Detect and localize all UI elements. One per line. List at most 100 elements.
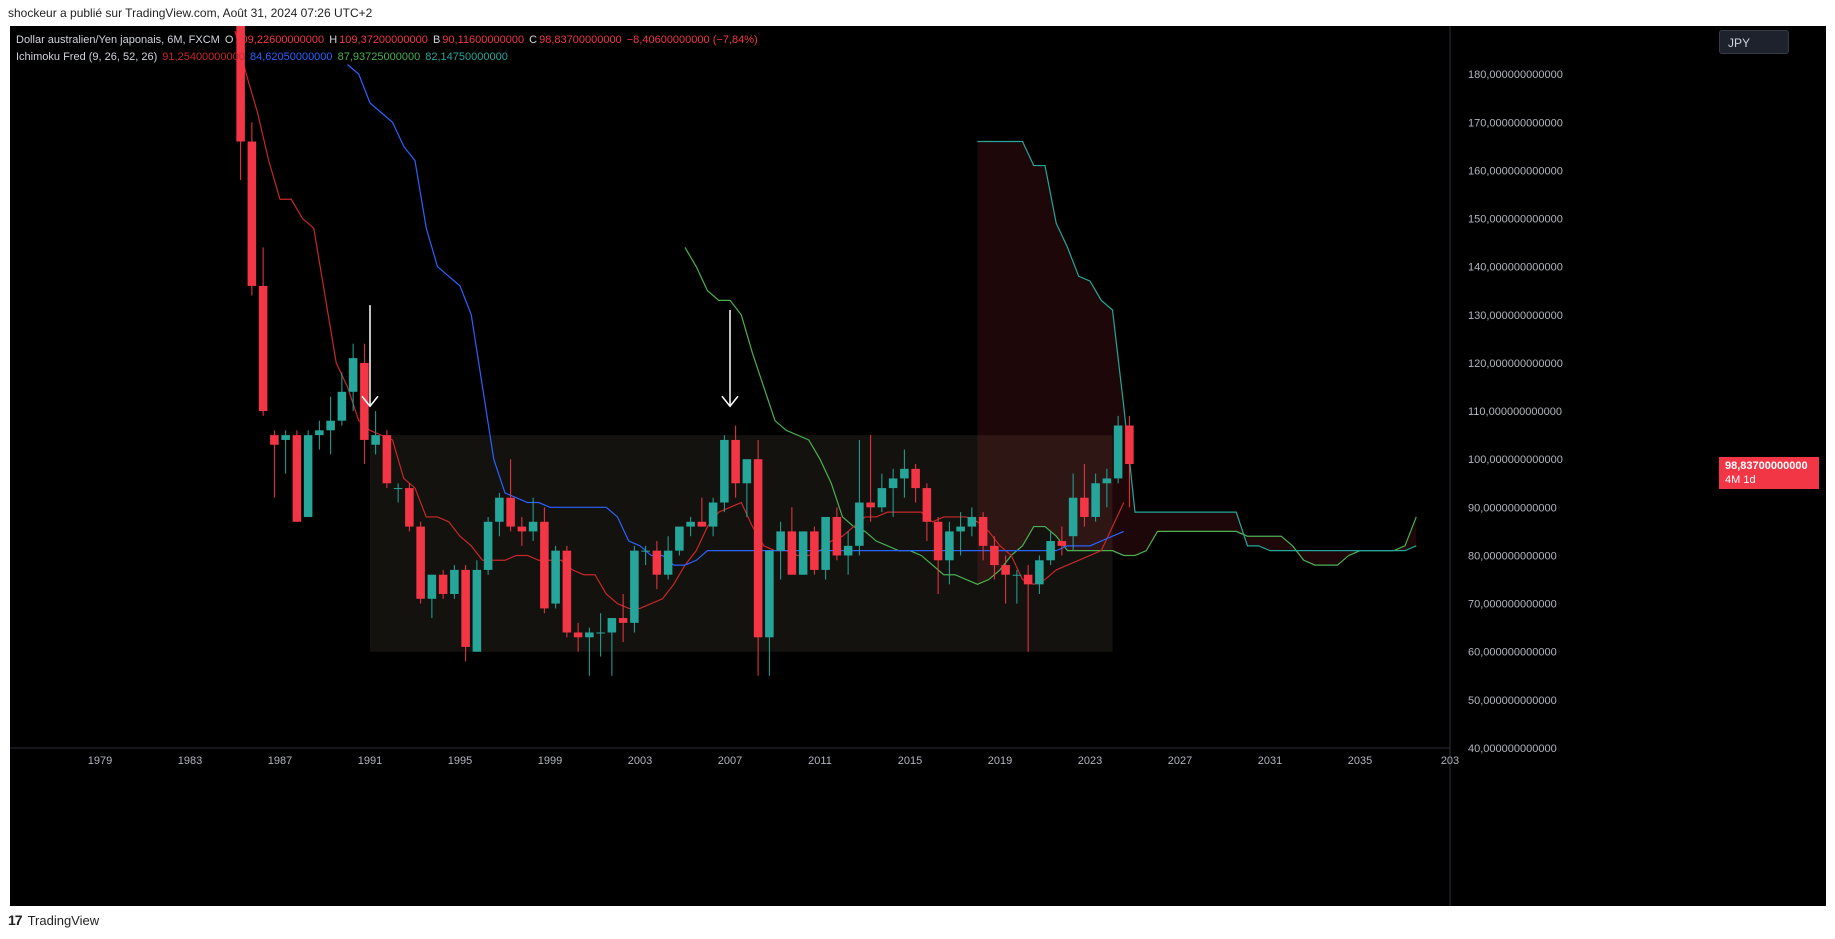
candle-body	[562, 550, 572, 633]
candle-body	[292, 435, 302, 522]
y-tick-label: 80,000000000000	[1468, 550, 1557, 562]
annotation-arrow-head	[361, 395, 379, 408]
candle-body	[888, 478, 898, 489]
chart-svg[interactable]: 40,000000000000 50,000000000000 60,0000000…	[10, 26, 1826, 906]
x-tick-label: 1987	[268, 755, 292, 767]
candle-body	[483, 521, 493, 570]
candle-body	[236, 26, 245, 142]
x-tick-label: 2031	[1258, 755, 1282, 767]
tradingview-logo-icon: 17	[8, 912, 23, 928]
legend-b-label: B	[432, 34, 441, 46]
x-tick-label: 1979	[88, 755, 112, 767]
y-tick-label: 150,000000000000	[1468, 214, 1563, 226]
candle-body	[382, 435, 392, 484]
candle-body	[461, 569, 470, 647]
candle-body	[1080, 497, 1089, 517]
candle-body	[810, 531, 819, 570]
candle-body	[495, 497, 504, 522]
legend-indicator-row: Ichimoku Fred (9, 26, 52, 26) 91,2540000…	[16, 49, 760, 66]
x-tick-label: 1991	[358, 755, 382, 767]
currency-button[interactable]: JPY	[1719, 30, 1789, 54]
legend-c-label: C	[529, 34, 538, 46]
candle-body	[922, 488, 932, 522]
candle-body	[742, 459, 752, 484]
legend-low: 90,11600000000	[442, 34, 525, 46]
candle-body	[506, 497, 515, 527]
candle-body	[798, 531, 808, 575]
candle-body	[720, 439, 729, 503]
candle-body	[270, 435, 279, 445]
x-tick-label: 2003	[628, 755, 652, 767]
candle-body	[967, 516, 977, 527]
candle-body	[540, 521, 549, 609]
candle-body	[753, 459, 763, 638]
candle-body	[708, 502, 718, 527]
y-tick-label: 70,000000000000	[1468, 599, 1557, 611]
y-tick-label: 170,000000000000	[1468, 117, 1563, 129]
y-tick-label: 140,000000000000	[1468, 262, 1563, 274]
legend-o-label: O	[224, 34, 234, 46]
legend-symbol: Dollar australien/Yen japonais, 6M, FXCM	[16, 34, 220, 46]
legend-indicator: Ichimoku Fred (9, 26, 52, 26)	[16, 51, 158, 63]
candle-body	[1035, 560, 1044, 585]
candle-body	[371, 435, 380, 445]
x-tick-label: 2015	[898, 755, 922, 767]
y-tick-label: 40,000000000000	[1468, 743, 1557, 755]
x-tick-label: 203	[1441, 755, 1459, 767]
candle-body	[607, 618, 617, 633]
candle-body	[1023, 574, 1033, 585]
last-price-value: 98,83700000000	[1725, 459, 1808, 472]
ichimoku-cloud	[977, 141, 1417, 585]
candle-body	[866, 502, 875, 508]
legend-kijun-value: 84,62050000000	[249, 51, 333, 63]
candle-body	[1001, 565, 1010, 575]
candle-body	[427, 574, 437, 599]
candle-body	[393, 488, 403, 490]
candle-body	[843, 545, 853, 556]
candle-body	[900, 468, 909, 479]
candle-body	[911, 468, 920, 489]
candle-body	[675, 526, 684, 551]
footer-brand: TradingView	[27, 912, 100, 928]
candle-body	[573, 632, 583, 638]
candle-body	[978, 516, 988, 546]
candle-body	[618, 618, 628, 623]
candle-body	[258, 285, 268, 412]
publisher-line: shockeur a publié sur TradingView.com, A…	[8, 6, 373, 20]
candle-body	[697, 521, 707, 527]
y-tick-label: 50,000000000000	[1468, 695, 1557, 707]
candle-body	[1068, 497, 1078, 537]
y-tick-label: 100,000000000000	[1468, 454, 1563, 466]
consolidation-range-box	[370, 435, 1113, 652]
candle-body	[787, 531, 797, 575]
candle-body	[337, 391, 347, 421]
candle-body	[630, 550, 639, 623]
candle-body	[821, 516, 830, 570]
legend: Dollar australien/Yen japonais, 6M, FXCM…	[16, 32, 760, 66]
candle-body	[585, 632, 594, 638]
last-price-tag: 98,83700000000 4M 1d	[1719, 456, 1819, 489]
x-tick-label: 1995	[448, 755, 472, 767]
candle-body	[945, 531, 954, 561]
candle-body	[832, 516, 842, 556]
candle-body	[315, 430, 324, 436]
y-tick-label: 90,000000000000	[1468, 502, 1557, 514]
x-tick-label: 2011	[808, 755, 832, 767]
y-tick-label: 60,000000000000	[1468, 647, 1557, 659]
y-tick-label: 130,000000000000	[1468, 310, 1563, 322]
chart-frame[interactable]: 40,000000000000 50,000000000000 60,0000000…	[10, 26, 1826, 906]
senkou-span-b-line	[977, 140, 1417, 552]
candle-body	[528, 521, 538, 532]
annotation-arrow-head	[721, 395, 739, 408]
candle-body	[731, 439, 740, 484]
candle-body	[348, 358, 358, 392]
legend-open: 109,22600000000	[235, 34, 325, 46]
footer: 17 TradingView	[8, 912, 99, 928]
candle-body	[517, 526, 527, 532]
candle-body	[776, 531, 785, 551]
candle-body	[1091, 483, 1100, 517]
y-tick-label: 120,000000000000	[1468, 358, 1563, 370]
candle-body	[1046, 541, 1055, 561]
candle-body	[990, 545, 999, 566]
candle-body	[405, 488, 414, 527]
